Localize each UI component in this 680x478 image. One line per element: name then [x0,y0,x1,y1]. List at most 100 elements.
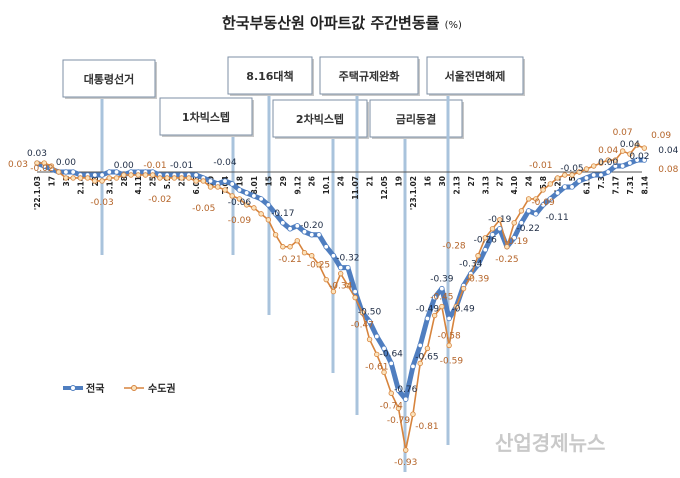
point-capital [178,175,185,181]
point-capital [417,360,423,367]
point-national [258,196,264,202]
x-tick-label: 24 [337,176,346,186]
x-tick-label: 26 [308,176,317,186]
point-capital [403,447,409,453]
point-capital [330,288,337,295]
watermark: 산업경제뉴스 [495,431,605,455]
point-capital [431,312,438,319]
point-capital [316,261,322,268]
data-label: -0.02 [30,164,53,174]
data-label: -0.61 [365,362,388,372]
point-national [410,363,416,370]
point-national [92,172,98,178]
point-national [569,184,575,190]
event-box [159,97,253,136]
point-capital [439,303,445,310]
point-capital [106,175,112,181]
point-capital [193,178,199,184]
point-capital [554,175,561,181]
point-capital [222,187,228,193]
point-capital [374,351,380,358]
chart-unit: (%) [445,20,462,31]
point-capital [207,184,214,190]
x-tick-label: 3.14 [105,176,114,195]
point-capital [41,160,47,166]
point-national [316,232,322,238]
data-label: -0.20 [300,221,324,231]
point-national [265,202,272,208]
point-capital [525,196,532,202]
point-capital [215,184,221,190]
x-tick-label: 27 [467,176,476,186]
point-national [301,229,308,235]
x-tick-label: 5.8 [539,176,548,189]
point-capital [171,175,178,181]
point-capital [294,238,300,244]
x-tick-label: 7.04 [221,176,230,195]
point-national [431,294,438,301]
x-tick-label: 2.13 [452,176,461,195]
x-tick-label: 8.14 [640,176,649,195]
point-national [439,285,445,292]
point-capital [345,282,351,289]
point-national [518,220,525,226]
data-label: 0.00 [114,161,134,171]
data-label: -0.26 [474,236,498,246]
point-capital [482,235,488,241]
point-capital [121,172,127,178]
point-capital [533,196,539,202]
data-label: -0.64 [380,349,404,359]
point-capital [92,178,98,184]
point-capital [605,157,611,163]
x-tick-label: 27 [496,176,505,186]
x-tick-label: 6.5 [568,176,577,189]
data-label: -0.09 [531,198,555,208]
x-tick-label: 9.12 [293,176,302,195]
point-capital [229,193,235,199]
point-national [598,172,604,178]
point-national [309,232,315,238]
data-label: -0.01 [143,161,166,171]
point-capital [547,181,554,187]
data-label: -0.74 [380,401,404,411]
point-national [591,172,597,178]
data-label: 0.03 [27,149,47,159]
point-national [388,360,394,367]
data-label: -0.25 [495,255,518,265]
point-national [533,211,539,217]
data-label: 0.00 [598,158,618,168]
x-tick-label: 5.9 [163,176,172,189]
data-label: -0.05 [192,204,215,214]
point-national [345,264,351,271]
point-capital [612,157,619,163]
legend-label-national: 전국 [86,382,104,395]
point-capital [128,172,134,178]
point-capital [135,172,141,178]
chart-title: 한국부동산원 아파트값 주간변동률 [222,14,440,32]
point-capital [287,244,293,250]
data-label: -0.47 [351,321,374,331]
data-label: -0.49 [416,305,440,315]
point-national [417,342,423,349]
data-label: 0.07 [613,128,633,138]
point-capital [619,148,626,154]
data-label: -0.04 [213,158,237,168]
point-national [337,264,344,271]
data-label: -0.39 [430,275,454,285]
point-national [193,172,199,178]
event-box [62,59,156,98]
point-national [424,315,431,322]
data-label: -0.06 [228,198,252,208]
point-national [540,202,546,208]
event-box [227,56,313,95]
point-capital [591,163,597,169]
point-national [229,181,235,187]
x-tick-label: 31 [62,176,71,186]
data-label: -0.49 [451,305,475,315]
event-label: 대통령선거 [84,72,135,86]
data-label: 0.00 [56,158,76,168]
data-label: -0.19 [488,215,512,225]
point-national [70,169,76,175]
point-capital [446,342,452,349]
